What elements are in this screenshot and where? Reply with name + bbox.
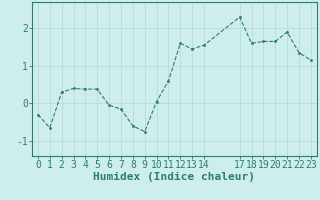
X-axis label: Humidex (Indice chaleur): Humidex (Indice chaleur)	[93, 172, 255, 182]
